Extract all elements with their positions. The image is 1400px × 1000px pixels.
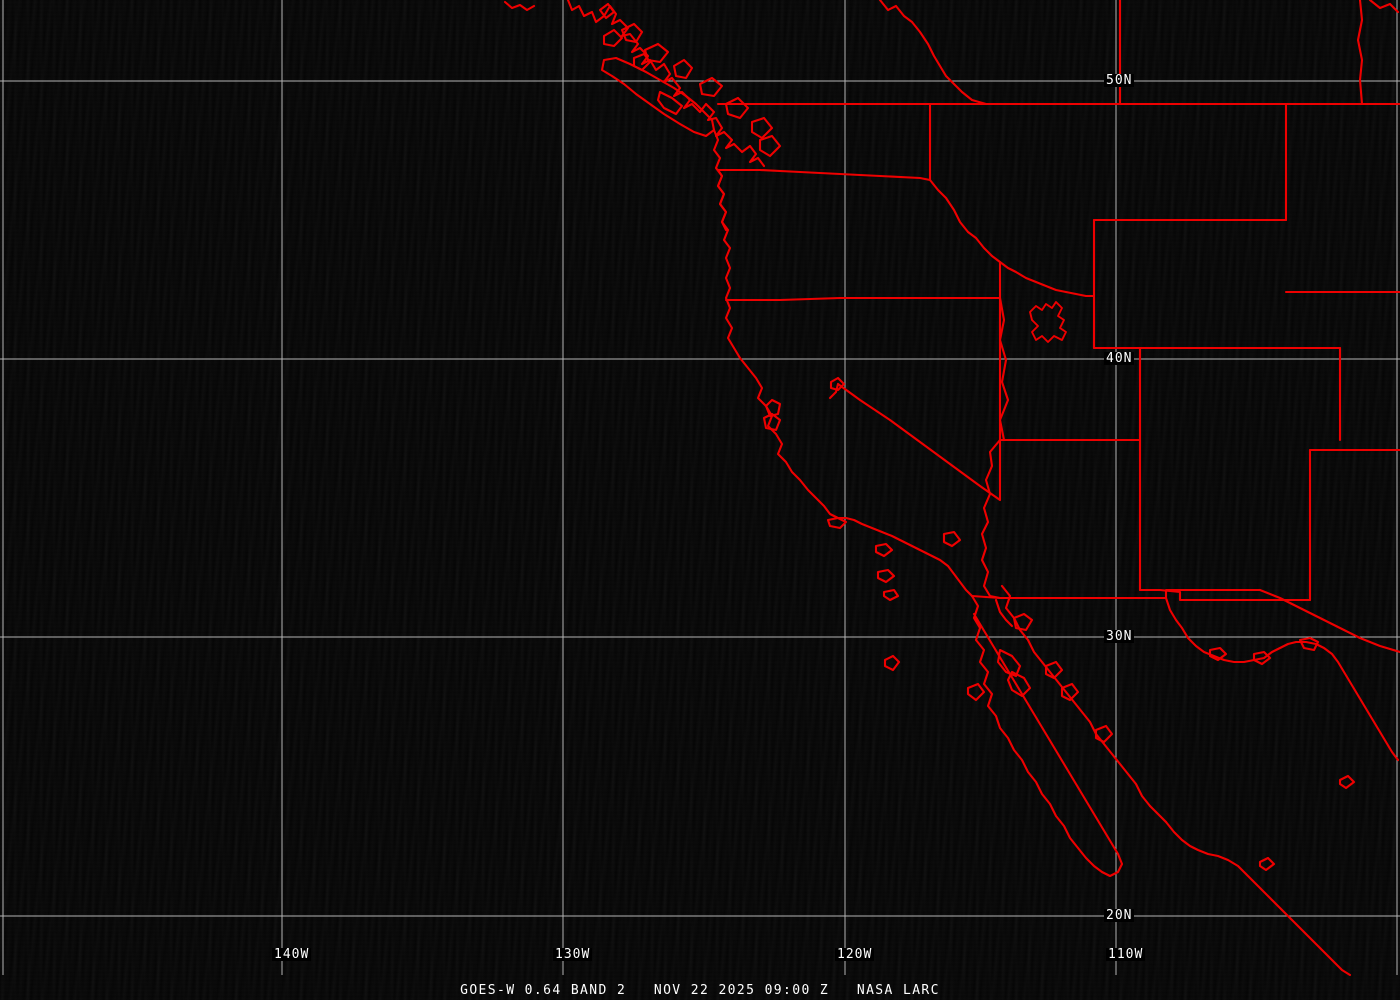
border-montana-wyoming-idaho <box>1092 102 1400 442</box>
border-us-mexico <box>970 588 1400 654</box>
border-oregon-idaho <box>724 178 1096 442</box>
border-nevada-utah-arizona <box>980 296 1400 602</box>
latlon-gridlines <box>0 0 1400 975</box>
coastline-mexico-mainland-west <box>1164 596 1400 872</box>
image-caption: GOES-W 0.64 BAND 2 NOV 22 2025 09:00 Z N… <box>460 983 940 998</box>
border-washington-state <box>716 102 932 232</box>
grid-label-120W: 120W <box>835 947 875 962</box>
border-canada-interior <box>878 0 1400 106</box>
lake-great-salt-lake <box>1029 301 1067 343</box>
grid-label-50N: 50N <box>1104 73 1135 88</box>
grid-label-40N: 40N <box>1104 351 1135 366</box>
coastline-baja-california <box>883 594 1124 878</box>
coastline-british-columbia <box>503 0 782 168</box>
coastline-gulf-of-california-mainland <box>1000 584 1168 824</box>
border-california-nevada-diagonal <box>828 376 1002 502</box>
grid-label-140W: 140W <box>272 947 312 962</box>
grid-label-20N: 20N <box>1104 908 1135 923</box>
grid-label-130W: 130W <box>553 947 593 962</box>
coastline-washington-oregon-california <box>712 128 974 602</box>
coastline-colorado-river-delta <box>994 598 1014 628</box>
coastline-mexico-south <box>1164 820 1352 977</box>
grid-label-30N: 30N <box>1104 629 1135 644</box>
grid-label-110W: 110W <box>1106 947 1146 962</box>
